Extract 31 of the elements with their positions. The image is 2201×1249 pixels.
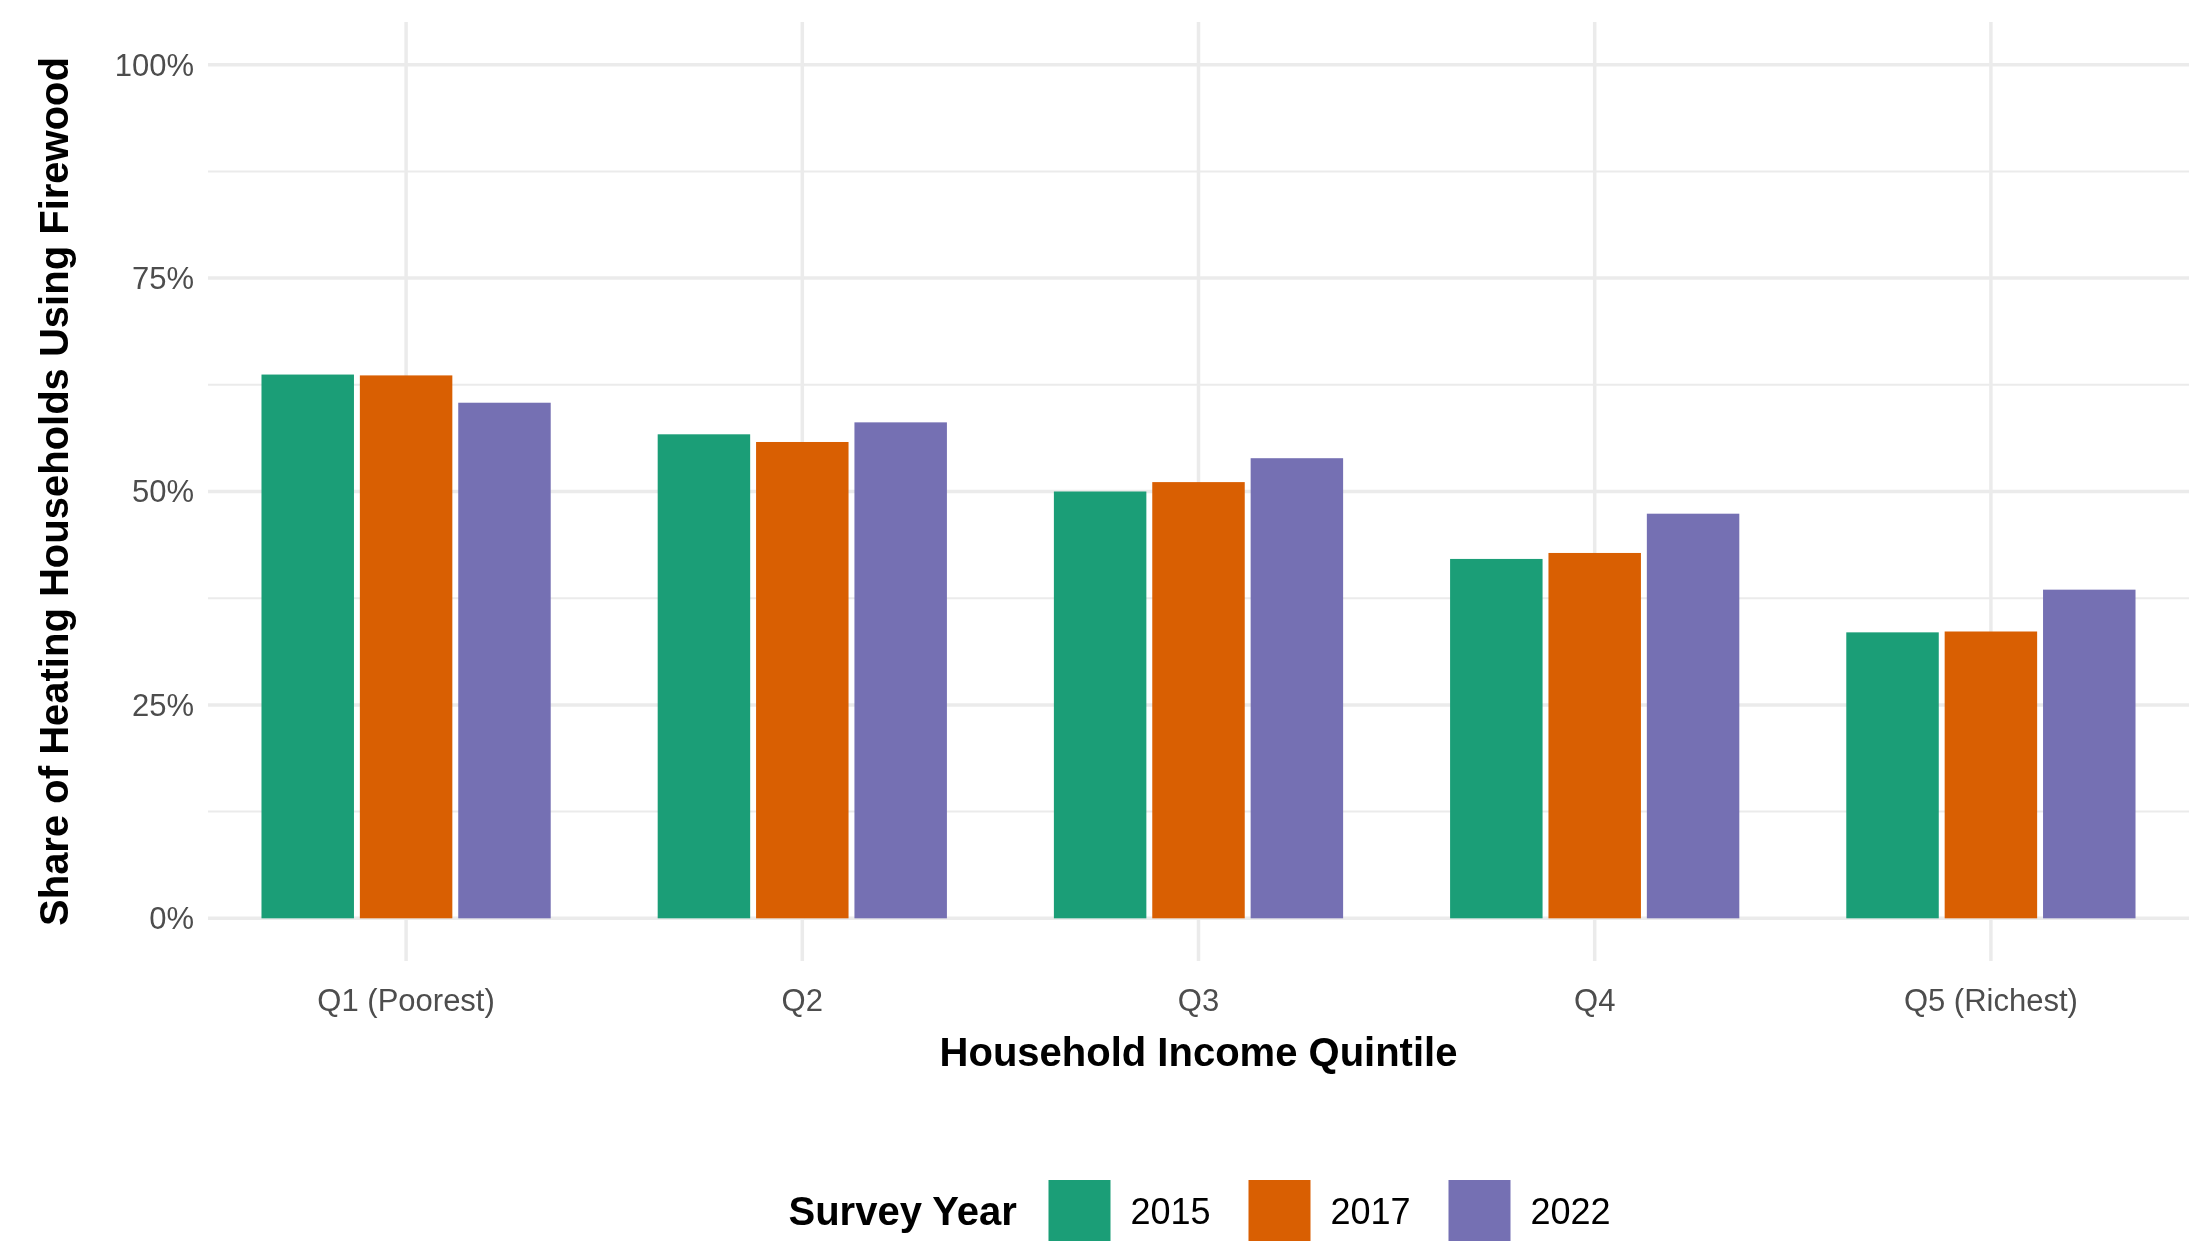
x-tick-label: Q3 — [1177, 983, 1220, 1018]
bar — [1646, 513, 1740, 919]
bar — [261, 374, 354, 919]
bar — [1152, 482, 1245, 919]
x-tick-label: Q5 (Richest) — [1903, 983, 2078, 1018]
legend-title: Survey Year — [788, 1189, 1017, 1233]
bar — [1450, 558, 1543, 919]
bar — [458, 402, 551, 919]
x-tick-label: Q4 — [1574, 983, 1616, 1018]
y-axis-title: Share of Heating Households Using Firewood — [32, 57, 76, 926]
bar — [1548, 552, 1641, 919]
legend-label: 2017 — [1330, 1190, 1411, 1232]
bar — [2043, 589, 2136, 919]
x-axis-title: Household Income Quintile — [939, 1030, 1458, 1074]
bar — [854, 422, 947, 919]
bar — [1053, 491, 1147, 919]
y-tick-label: 25% — [131, 687, 194, 723]
bar — [756, 441, 849, 919]
bar — [359, 375, 453, 919]
y-tick-label: 100% — [114, 47, 194, 83]
y-tick-label: 0% — [149, 901, 194, 937]
legend-label: 2015 — [1130, 1190, 1211, 1232]
y-tick-label: 75% — [131, 260, 194, 296]
bar — [1846, 632, 1939, 919]
legend-label: 2022 — [1530, 1190, 1611, 1232]
x-tick-label: Q1 (Poorest) — [317, 983, 495, 1018]
y-tick-label: 50% — [131, 474, 194, 510]
bar — [1250, 458, 1344, 919]
x-tick-label: Q2 — [781, 983, 823, 1018]
bar — [1944, 631, 2038, 919]
bar — [657, 434, 751, 919]
